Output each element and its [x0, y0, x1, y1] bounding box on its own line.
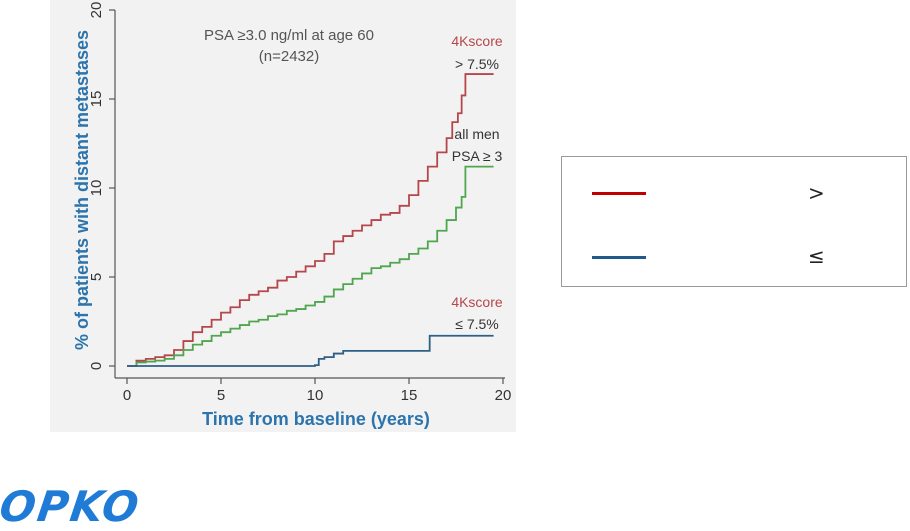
legend-symbol-low: ≤: [808, 244, 825, 268]
series-line-2: [127, 334, 494, 367]
y-axis-label: % of patients with distant metastases: [72, 30, 92, 350]
annotations: 4Kscore > 7.5% all men PSA ≥ 3 4Kscore ≤ 7.5%: [451, 33, 503, 332]
legend: > ≤: [561, 156, 907, 287]
legend-swatch-high: [592, 192, 646, 195]
annotation-all-1: PSA ≥ 3: [452, 148, 503, 164]
y-tick-label-5: 5: [88, 273, 105, 281]
series-layer: [127, 73, 494, 367]
chart-subtitle: (n=2432): [259, 48, 319, 65]
series-line-0: [127, 73, 494, 367]
x-tick-label-10: 10: [307, 387, 324, 404]
x-tick-label-20: 20: [495, 387, 512, 404]
x-tick-label-5: 5: [217, 387, 225, 404]
y-tick-label-0: 0: [88, 362, 105, 370]
y-tick-label-10: 10: [88, 180, 105, 197]
axes: 0 5 10 15 20 0 5 10 15 20: [88, 2, 511, 404]
x-tick-label-15: 15: [401, 387, 418, 404]
chart-title: PSA ≥3.0 ng/ml at age 60: [204, 27, 374, 44]
y-tick-label-20: 20: [88, 2, 105, 19]
legend-symbol-high: >: [808, 181, 825, 205]
annotation-high-0: 4Kscore: [451, 33, 503, 49]
x-tick-label-0: 0: [123, 387, 131, 404]
y-tick-label-15: 15: [88, 91, 105, 108]
annotation-low-1: ≤ 7.5%: [455, 316, 498, 332]
annotation-all-0: all men: [454, 126, 499, 142]
km-chart: 0 5 10 15 20 0 5 10 15 20 PSA ≥3.0 ng/ml at age 6…: [72, 2, 511, 429]
chart-panel: 0 5 10 15 20 0 5 10 15 20 PSA ≥3.0 ng/ml at age 6…: [50, 0, 516, 432]
annotation-low-0: 4Kscore: [451, 294, 503, 310]
x-axis-label: Time from baseline (years): [202, 409, 430, 429]
opko-logo: OPKO: [0, 482, 144, 531]
annotation-high-1: > 7.5%: [455, 56, 499, 72]
legend-swatch-low: [592, 256, 646, 259]
series-line-1: [127, 165, 494, 367]
